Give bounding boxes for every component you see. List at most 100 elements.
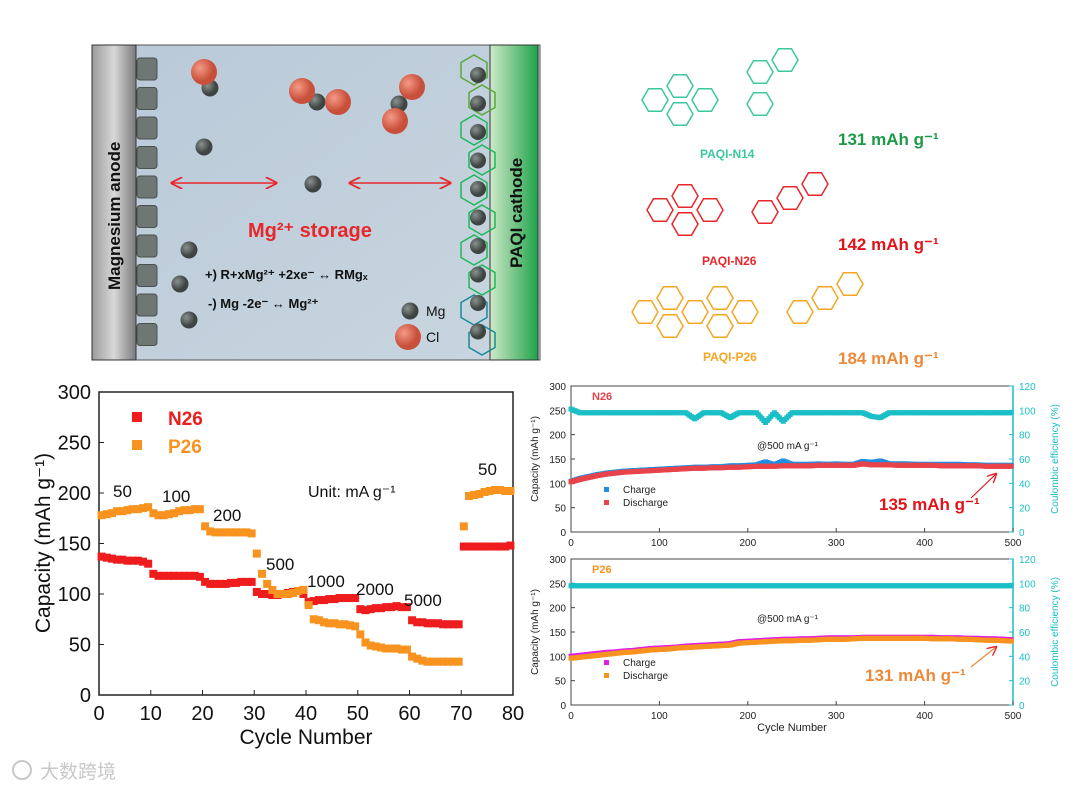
cathode-mg-ion	[470, 238, 486, 254]
cl-ion	[325, 89, 351, 115]
rate-point-p26	[366, 641, 375, 650]
structure-capacity-n26: 142 mAh g⁻¹	[838, 235, 939, 254]
benzene-ring-icon	[706, 313, 734, 339]
legend-charge: Charge	[623, 658, 656, 669]
rate-point-n26	[102, 553, 111, 562]
benzene-ring-icon	[746, 91, 774, 117]
rate-point-n26	[439, 620, 448, 629]
point-coulombic-efficiency	[1008, 410, 1014, 416]
rate-point-p26	[102, 510, 111, 519]
rate-point-n26	[123, 556, 132, 565]
rate-point-n26	[397, 603, 406, 612]
structure-name-n26: PAQI-N26	[702, 254, 757, 268]
equation-positive: +) R+xMg²⁺ +2xe⁻ ↔ RMgₓ	[205, 267, 368, 282]
rate-point-n26	[226, 578, 235, 587]
y2-tick-label: 40	[1019, 479, 1031, 490]
rate-point-p26	[128, 505, 137, 514]
rate-point-n26	[164, 571, 173, 580]
rate-point-p26	[149, 509, 158, 518]
rate-x-tick-label: 70	[450, 703, 472, 725]
rate-point-n26	[190, 571, 199, 580]
anode-label: Magnesium anode	[105, 142, 124, 290]
rate-point-p26	[180, 506, 189, 515]
cathode-mg-ion	[470, 95, 486, 112]
rate-point-n26	[247, 577, 256, 586]
rate-point-p26	[485, 486, 494, 495]
rate-point-p26	[454, 657, 463, 666]
rate-point-p26	[107, 509, 116, 518]
structure-capacity-n14: 131 mAh g⁻¹	[838, 130, 939, 149]
legend-discharge: Discharge	[623, 498, 668, 509]
rate-point-n26	[444, 620, 453, 629]
annotation-arrow	[970, 647, 996, 668]
legend-n26-marker	[132, 412, 142, 422]
benzene-ring-icon	[671, 183, 699, 209]
rate-point-n26	[128, 556, 137, 565]
legend-p26: P26	[168, 437, 202, 458]
rate-point-n26	[154, 571, 163, 580]
legend-p26-marker	[132, 440, 142, 450]
x-tick-label: 0	[568, 711, 574, 722]
benzene-ring-icon	[771, 47, 799, 73]
rate-point-p26	[314, 616, 323, 625]
rate-current-label: 1000	[307, 572, 345, 591]
rate-point-n26	[454, 620, 463, 629]
rate-point-p26	[423, 657, 432, 666]
rate-point-n26	[211, 579, 220, 588]
n26-title: N26	[592, 391, 612, 403]
y-tick-label: 100	[549, 479, 566, 490]
legend-cl-label: Cl	[426, 329, 439, 345]
anode-mg-cube	[136, 146, 158, 169]
rate-point-p26	[325, 619, 334, 628]
mg-ion	[180, 241, 198, 259]
rate-point-p26	[475, 490, 484, 499]
watermark: 大数跨境	[40, 761, 116, 783]
cathode-mg-ion	[470, 209, 486, 226]
rate-point-n26	[413, 618, 422, 627]
y-tick-label: 0	[560, 528, 566, 539]
rate-point-n26	[299, 590, 308, 598]
y-tick-label: 150	[549, 628, 566, 639]
benzene-ring-icon	[811, 285, 839, 311]
y-axis-label: Capacity (mAh g⁻¹)	[530, 589, 541, 675]
cl-ion	[382, 108, 408, 134]
rate-x-tick-label: 40	[295, 703, 317, 725]
rate-point-n26	[118, 555, 127, 564]
y-tick-label: 0	[560, 701, 566, 712]
rate-y-tick-label: 50	[69, 635, 91, 657]
ions	[171, 59, 425, 350]
x-tick-label: 0	[568, 538, 574, 549]
rate-point-p26	[242, 528, 251, 537]
rate-point-p26	[490, 485, 499, 494]
polymer-hexagon	[468, 144, 496, 176]
y2-tick-label: 120	[1019, 555, 1036, 566]
rate-point-p26	[164, 510, 173, 519]
point-coulombic-efficiency	[1008, 583, 1014, 589]
anode-mg-cube	[136, 175, 158, 199]
rate-point-n26	[340, 594, 349, 603]
rate-point-p26	[113, 507, 122, 516]
rate-point-p26	[392, 644, 401, 653]
rate-point-p26	[304, 601, 313, 610]
rate-point-n26	[206, 579, 215, 588]
rate-point-p26	[444, 657, 453, 666]
anode-mg-cube	[136, 323, 158, 346]
rate-point-p26	[159, 511, 168, 520]
rate-point-n26	[237, 577, 246, 586]
rate-current-label: 50	[113, 482, 132, 501]
paqi-cathode	[489, 44, 539, 361]
rate-y-tick-label: 100	[58, 584, 91, 606]
rate-point-n26	[459, 542, 468, 551]
benzene-ring-icon	[671, 211, 699, 237]
rate-point-p26	[221, 528, 230, 537]
rate-point-p26	[433, 657, 442, 666]
capacity-annotation: 135 mAh g⁻¹	[879, 495, 980, 514]
structure-capacity-p26: 184 mAh g⁻¹	[838, 349, 939, 368]
rate-y-tick-label: 0	[80, 685, 91, 707]
benzene-ring-icon	[681, 299, 709, 325]
rate-point-p26	[154, 511, 163, 520]
anode-mg-cube	[136, 264, 158, 287]
structure-name-n14: PAQI-N14	[700, 147, 755, 161]
mg-ion	[195, 138, 213, 156]
mg-ion	[180, 311, 198, 329]
